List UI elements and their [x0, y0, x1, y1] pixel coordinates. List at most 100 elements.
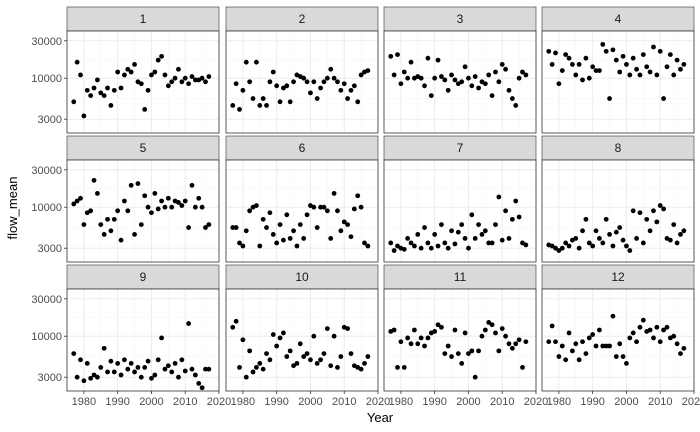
data-point — [318, 85, 323, 91]
data-point — [405, 75, 411, 81]
data-point — [674, 57, 680, 63]
data-point — [321, 79, 327, 85]
data-point — [647, 69, 653, 75]
data-point — [328, 363, 334, 369]
data-point — [630, 55, 636, 61]
data-point — [132, 61, 137, 67]
data-point — [506, 87, 512, 93]
facet-panel-10: 10 1980 1990 2000 2010 2020 — [225, 264, 390, 408]
x-axis-title: Year — [367, 410, 394, 425]
data-point — [267, 79, 273, 85]
data-point — [318, 357, 323, 363]
data-point — [418, 75, 424, 81]
data-point — [176, 200, 181, 205]
data-point — [449, 354, 454, 359]
data-point — [681, 228, 687, 234]
data-point — [432, 231, 438, 237]
panel-background — [542, 31, 694, 133]
data-point — [155, 206, 161, 212]
data-point — [422, 83, 427, 89]
data-point — [654, 324, 660, 330]
panel-border — [225, 30, 379, 134]
data-point — [155, 357, 161, 363]
panel-border — [383, 159, 537, 263]
data-point — [287, 99, 293, 105]
facet-strip — [66, 6, 220, 32]
data-point — [186, 81, 192, 87]
data-point — [264, 225, 269, 230]
data-point — [237, 364, 242, 370]
facet-strip-label: 5 — [140, 141, 147, 155]
data-point — [651, 208, 656, 214]
data-point — [338, 228, 344, 234]
data-point — [304, 351, 310, 356]
data-point — [362, 360, 367, 366]
data-point — [179, 203, 185, 208]
data-point — [593, 68, 599, 74]
data-point — [516, 75, 522, 81]
data-point — [233, 318, 239, 324]
data-point — [593, 228, 599, 234]
data-point — [573, 235, 579, 241]
data-point — [182, 75, 188, 81]
data-point — [203, 366, 208, 372]
data-point — [145, 87, 151, 93]
data-point — [74, 198, 80, 204]
data-point — [358, 204, 364, 210]
data-point — [84, 360, 90, 366]
data-point — [142, 364, 148, 370]
data-point — [583, 55, 589, 61]
x-tick-label: 2020 — [524, 396, 548, 408]
data-point — [624, 360, 629, 366]
data-point — [308, 357, 313, 363]
data-point — [391, 248, 397, 253]
data-point — [472, 235, 478, 241]
x-tick-label: 2020 — [366, 396, 390, 408]
data-point — [98, 90, 104, 96]
facet-strip — [383, 264, 537, 290]
data-point — [145, 204, 151, 210]
data-point — [206, 222, 212, 227]
data-point — [398, 339, 404, 345]
data-point — [125, 366, 131, 372]
data-point — [559, 343, 565, 349]
data-point — [462, 330, 468, 336]
data-point — [311, 333, 317, 339]
data-point — [304, 212, 310, 218]
data-point — [520, 69, 525, 75]
data-point — [179, 79, 185, 85]
y-axis-title: flow_mean — [5, 177, 20, 240]
data-point — [81, 113, 87, 119]
data-point — [182, 198, 188, 204]
data-point — [466, 351, 471, 356]
data-point — [607, 231, 612, 237]
data-point — [328, 66, 334, 72]
facet-strip — [383, 6, 537, 32]
data-point — [422, 225, 427, 230]
data-point — [355, 193, 361, 199]
data-point — [630, 208, 636, 214]
data-point — [118, 372, 124, 378]
facet-strip-label: 8 — [615, 141, 622, 155]
data-point — [634, 235, 639, 241]
data-point — [580, 77, 585, 83]
data-point — [671, 333, 677, 339]
data-point — [678, 351, 683, 356]
data-point — [135, 181, 141, 187]
data-point — [149, 375, 154, 381]
facet-panel-7: 7 — [383, 135, 537, 263]
data-point — [142, 106, 148, 112]
data-point — [135, 364, 141, 370]
data-point — [152, 190, 158, 196]
facet-strip — [541, 6, 695, 32]
data-point — [91, 177, 97, 183]
data-point — [277, 335, 283, 341]
data-point — [681, 61, 687, 67]
data-point — [681, 345, 687, 351]
data-point — [196, 381, 202, 386]
data-point — [489, 240, 495, 246]
data-point — [496, 348, 502, 354]
data-point — [162, 72, 168, 78]
data-point — [580, 339, 585, 345]
data-point — [338, 354, 344, 359]
